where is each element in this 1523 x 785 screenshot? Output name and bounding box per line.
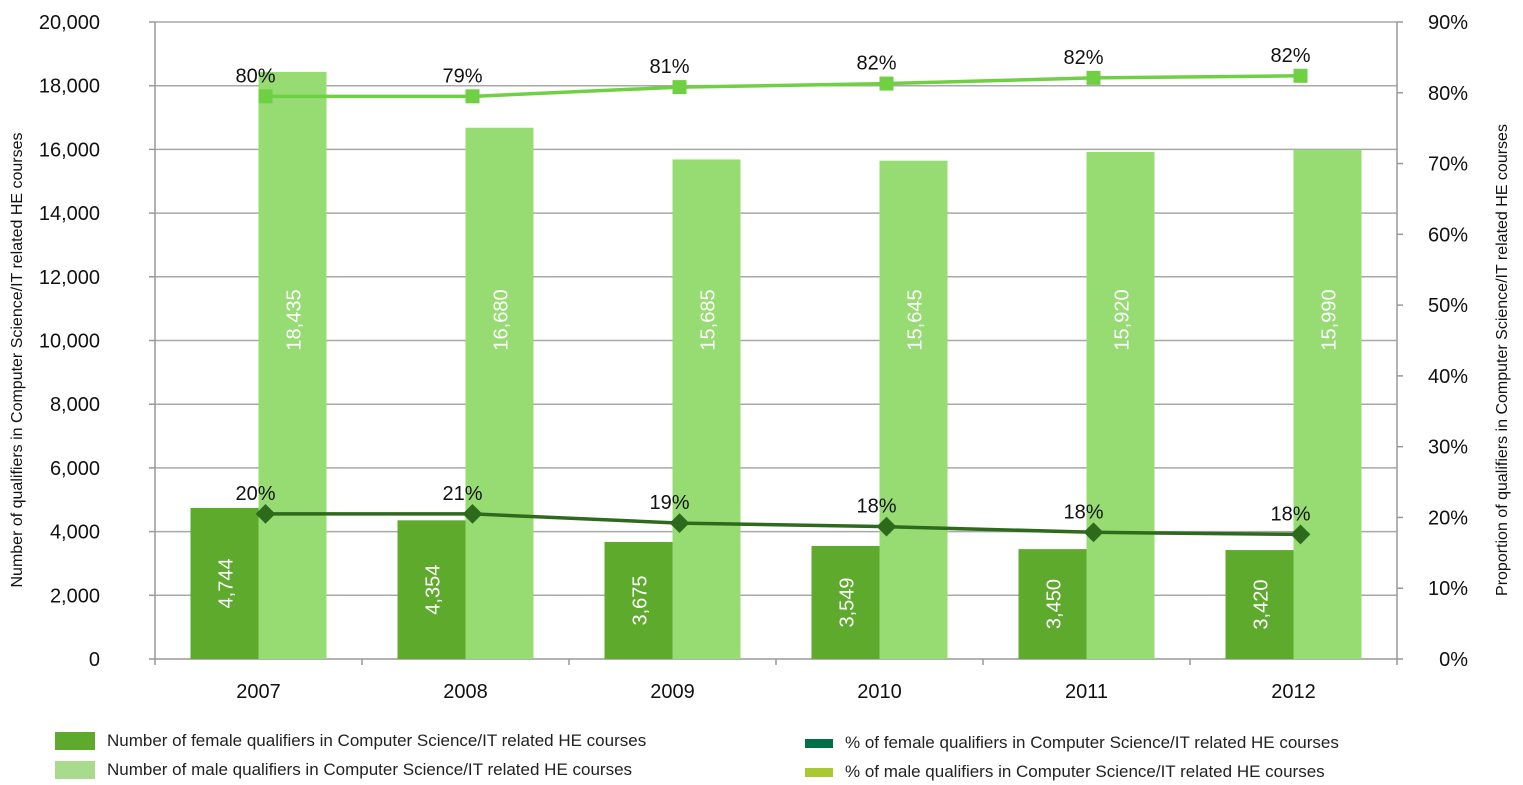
y-left-tick-label: 14,000	[39, 203, 100, 225]
line-label-male-percent: 82%	[856, 53, 896, 75]
combo-chart: 0 2,000 4,000 6,000 8,000 10,000 12,000 14,000 1…	[9, 12, 1511, 703]
marker-male-percent	[1086, 70, 1101, 85]
bar-label-male-count: 15,645	[905, 289, 927, 350]
y-right-tick-label: 0%	[1439, 649, 1468, 671]
bar-male-count	[1086, 151, 1155, 659]
y-right-tick-label: 20%	[1428, 507, 1468, 529]
y-right-tick-label: 60%	[1428, 224, 1468, 246]
y-left-tick-label: 4,000	[50, 522, 100, 544]
y-left-tick-label: 0	[89, 649, 100, 671]
y-right-tick-label: 30%	[1428, 437, 1468, 459]
bar-female-count	[1018, 549, 1087, 659]
line-label-female-percent: 18%	[1063, 501, 1103, 523]
y-left-tick-label: 2,000	[50, 585, 100, 607]
y-left-tick-label: 10,000	[39, 331, 100, 353]
marker-female-percent	[1290, 524, 1311, 545]
legend-swatch-female-count	[55, 732, 95, 750]
bar-label-male-count: 15,685	[698, 289, 720, 350]
bar-label-female-count: 3,675	[630, 575, 652, 625]
line-label-female-percent: 18%	[856, 496, 896, 518]
y-right-tick-label: 40%	[1428, 366, 1468, 388]
y-left-tick-label: 16,000	[39, 139, 100, 161]
y-right-tick-label: 70%	[1428, 154, 1468, 176]
line-label-male-percent: 79%	[442, 65, 482, 87]
y-right-tick-label: 90%	[1428, 12, 1468, 34]
bar-label-male-count: 16,680	[491, 289, 513, 350]
line-label-male-percent: 82%	[1270, 45, 1310, 67]
y-left-tick-label: 6,000	[50, 458, 100, 480]
legend-swatch-female-percent	[805, 738, 833, 748]
legend-label-male-percent: % of male qualifiers in Computer Science…	[845, 762, 1325, 781]
bar-female-count	[811, 545, 880, 659]
bar-female-count	[1225, 550, 1294, 659]
y-right-tick-label: 10%	[1428, 578, 1468, 600]
line-male-percent	[265, 74, 1301, 99]
bars	[190, 71, 1362, 660]
marker-female-percent	[255, 504, 276, 524]
bar-female-count	[397, 520, 466, 659]
line-female-percent	[265, 512, 1301, 537]
line-label-female-percent: 19%	[649, 492, 689, 514]
bar-female-count	[604, 541, 673, 659]
bar-label-male-count: 18,435	[284, 289, 306, 350]
gridlines	[155, 21, 1397, 660]
legend-item-male-count: Number of male qualifiers in Computer Sc…	[55, 760, 632, 780]
bar-label-female-count: 3,450	[1044, 579, 1066, 629]
bar-female-count	[190, 507, 259, 659]
line-label-male-percent: 81%	[649, 56, 689, 78]
line-label-female-percent: 18%	[1270, 503, 1310, 525]
marker-male-percent	[1293, 68, 1308, 83]
bar-label-female-count: 3,420	[1251, 580, 1273, 630]
legend-item-female-count: Number of female qualifiers in Computer …	[55, 731, 646, 751]
line-label-female-percent: 20%	[235, 483, 275, 505]
y-left-tick-label: 18,000	[39, 76, 100, 98]
x-tick-label: 2009	[650, 681, 695, 703]
y-right-tick-label: 50%	[1428, 295, 1468, 317]
bar-male-count	[258, 71, 327, 659]
y-left-tick-label: 8,000	[50, 394, 100, 416]
bar-male-count	[672, 159, 741, 660]
y-axis-right-title: Proportion of qualifiers in Computer Sci…	[1494, 124, 1511, 596]
marker-male-percent	[672, 80, 687, 95]
y-left-tick-label: 20,000	[39, 12, 100, 34]
line-label-male-percent: 82%	[1063, 47, 1103, 69]
legend-label-female-percent: % of female qualifiers in Computer Scien…	[845, 733, 1339, 752]
bar-label-female-count: 4,744	[216, 558, 238, 608]
x-tick-label: 2008	[443, 681, 488, 703]
y-right-tick-label: 80%	[1428, 83, 1468, 105]
legend-item-male-percent: % of male qualifiers in Computer Science…	[805, 762, 1325, 782]
marker-female-percent	[462, 504, 483, 524]
marker-male-percent	[465, 89, 480, 104]
line-label-female-percent: 21%	[442, 483, 482, 505]
marker-female-percent	[1083, 522, 1104, 543]
legend-swatch-male-count	[55, 761, 95, 779]
bar-label-male-count: 15,920	[1112, 289, 1134, 350]
x-tick-label: 2011	[1065, 681, 1108, 703]
x-tick-label: 2010	[857, 681, 902, 703]
bar-male-count	[1293, 149, 1362, 659]
legend-swatch-male-percent	[805, 767, 833, 777]
bar-male-count	[879, 160, 948, 659]
marker-female-percent	[876, 516, 897, 537]
marker-female-percent	[669, 513, 690, 534]
legend-item-female-percent: % of female qualifiers in Computer Scien…	[805, 733, 1339, 753]
y-axis-left-title: Number of qualifiers in Computer Science…	[9, 132, 26, 587]
marker-male-percent	[258, 89, 273, 104]
x-tick-label: 2007	[236, 681, 281, 703]
percentage-lines	[255, 68, 1311, 545]
bar-male-count	[465, 127, 534, 659]
legend-label-male-count: Number of male qualifiers in Computer Sc…	[107, 760, 633, 779]
bar-label-male-count: 15,990	[1319, 289, 1341, 350]
data-labels: 4,744 4,354 3,675 3,549 3,450 3,420 18,435 16,6…	[216, 45, 1341, 630]
x-tick-label: 2012	[1271, 681, 1316, 703]
bar-label-female-count: 3,549	[837, 577, 859, 627]
legend-label-female-count: Number of female qualifiers in Computer …	[107, 731, 647, 750]
axes: 0 2,000 4,000 6,000 8,000 10,000 12,000 14,000 1…	[39, 12, 1468, 703]
bar-label-female-count: 4,354	[423, 565, 445, 615]
marker-male-percent	[879, 76, 894, 91]
y-left-tick-label: 12,000	[39, 267, 100, 289]
line-label-male-percent: 80%	[235, 65, 275, 87]
